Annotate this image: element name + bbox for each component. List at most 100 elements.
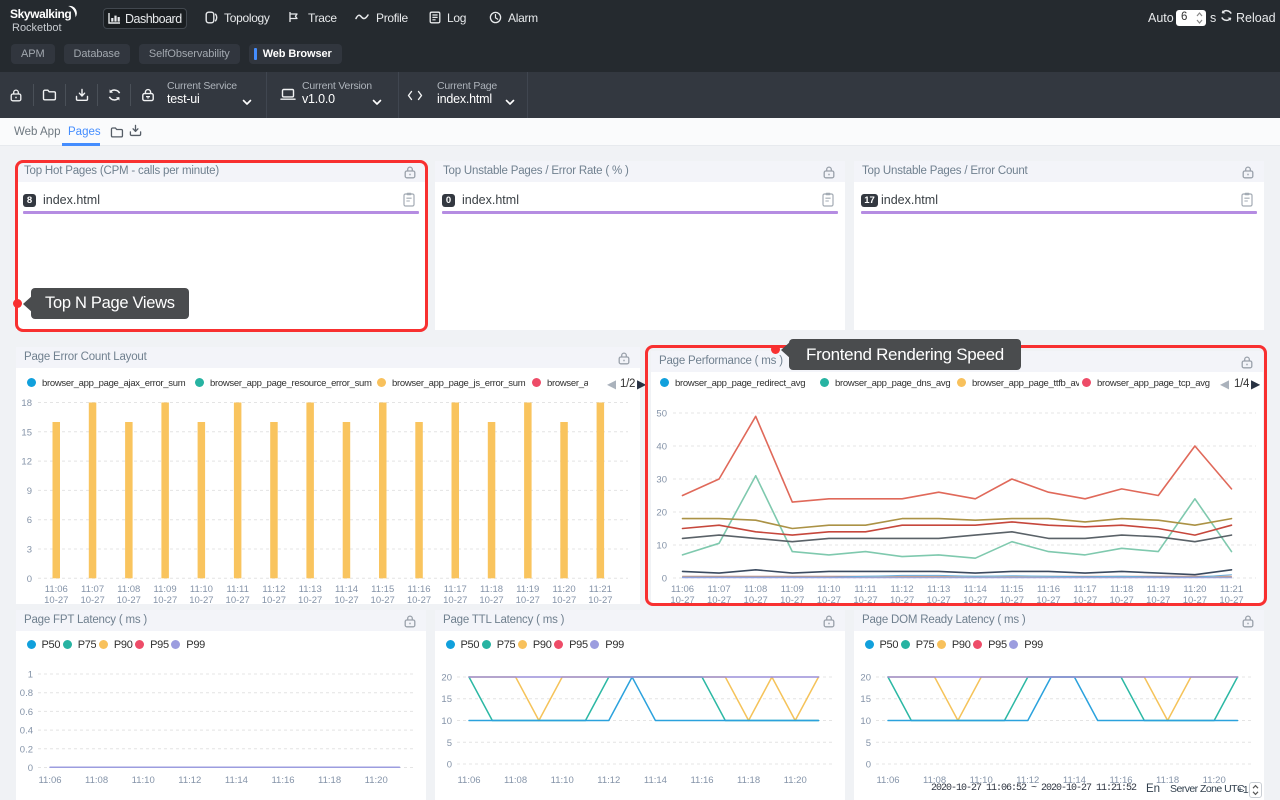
- svg-text:6: 6: [27, 515, 32, 526]
- svg-text:11:08: 11:08: [504, 775, 527, 786]
- svg-text:11:20: 11:20: [1203, 775, 1226, 786]
- svg-text:11:19: 11:19: [516, 584, 539, 595]
- svg-text:10-27: 10-27: [1146, 595, 1170, 604]
- svg-text:11:09: 11:09: [781, 584, 804, 595]
- svg-text:10-27: 10-27: [371, 595, 395, 604]
- svg-text:20: 20: [860, 673, 871, 684]
- svg-text:0.8: 0.8: [20, 688, 33, 699]
- svg-text:11:17: 11:17: [1074, 584, 1097, 595]
- svg-text:10-27: 10-27: [890, 595, 914, 604]
- svg-text:10-27: 10-27: [1110, 595, 1134, 604]
- svg-text:11:06: 11:06: [876, 775, 899, 786]
- svg-text:12: 12: [21, 457, 32, 468]
- svg-text:11:20: 11:20: [1183, 584, 1206, 595]
- svg-text:50: 50: [656, 409, 667, 420]
- svg-text:10: 10: [860, 716, 871, 727]
- svg-text:10-27: 10-27: [670, 595, 694, 604]
- svg-text:10-27: 10-27: [1219, 595, 1243, 604]
- svg-text:11:10: 11:10: [132, 775, 155, 786]
- svg-text:3: 3: [27, 545, 32, 556]
- svg-text:11:16: 11:16: [271, 775, 294, 786]
- svg-text:11:21: 11:21: [589, 584, 612, 595]
- svg-text:11:07: 11:07: [708, 584, 731, 595]
- svg-text:11:18: 11:18: [480, 584, 503, 595]
- svg-text:11:08: 11:08: [923, 775, 946, 786]
- svg-text:11:12: 11:12: [178, 775, 201, 786]
- svg-text:11:14: 11:14: [335, 584, 358, 595]
- svg-text:11:08: 11:08: [117, 584, 140, 595]
- svg-text:11:16: 11:16: [690, 775, 713, 786]
- svg-text:11:18: 11:18: [737, 775, 760, 786]
- svg-text:20: 20: [441, 673, 452, 684]
- svg-text:5: 5: [447, 738, 452, 749]
- svg-text:11:19: 11:19: [1147, 584, 1170, 595]
- svg-text:10-27: 10-27: [153, 595, 177, 604]
- svg-text:15: 15: [21, 427, 32, 438]
- svg-text:10-27: 10-27: [853, 595, 877, 604]
- svg-text:10-27: 10-27: [588, 595, 612, 604]
- svg-text:11:06: 11:06: [671, 584, 694, 595]
- svg-text:11:06: 11:06: [457, 775, 480, 786]
- svg-text:10: 10: [656, 541, 667, 552]
- svg-text:11:06: 11:06: [45, 584, 68, 595]
- svg-text:10-27: 10-27: [1036, 595, 1060, 604]
- svg-text:11:15: 11:15: [371, 584, 394, 595]
- svg-text:11:12: 11:12: [597, 775, 620, 786]
- svg-text:10-27: 10-27: [80, 595, 104, 604]
- svg-text:10-27: 10-27: [1073, 595, 1097, 604]
- svg-text:10-27: 10-27: [407, 595, 431, 604]
- svg-text:11:11: 11:11: [227, 584, 249, 595]
- svg-text:15: 15: [860, 694, 871, 705]
- svg-text:9: 9: [27, 486, 32, 497]
- svg-text:30: 30: [656, 475, 667, 486]
- svg-text:11:20: 11:20: [365, 775, 388, 786]
- svg-text:11:09: 11:09: [154, 584, 177, 595]
- svg-text:0: 0: [866, 760, 871, 771]
- svg-text:10-27: 10-27: [262, 595, 286, 604]
- svg-text:10-27: 10-27: [927, 595, 951, 604]
- svg-text:10-27: 10-27: [1000, 595, 1024, 604]
- svg-text:11:16: 11:16: [1037, 584, 1060, 595]
- svg-text:11:16: 11:16: [407, 584, 430, 595]
- svg-text:0.2: 0.2: [20, 744, 33, 755]
- svg-text:0.6: 0.6: [20, 707, 33, 718]
- svg-text:40: 40: [656, 442, 667, 453]
- svg-text:0: 0: [662, 574, 667, 585]
- svg-text:11:14: 11:14: [964, 584, 987, 595]
- svg-text:11:21: 11:21: [1220, 584, 1243, 595]
- svg-text:11:14: 11:14: [225, 775, 248, 786]
- svg-text:10-27: 10-27: [817, 595, 841, 604]
- svg-text:10-27: 10-27: [707, 595, 731, 604]
- svg-text:10-27: 10-27: [117, 595, 141, 604]
- svg-text:10-27: 10-27: [44, 595, 68, 604]
- svg-text:11:08: 11:08: [744, 584, 767, 595]
- svg-text:11:18: 11:18: [318, 775, 341, 786]
- svg-text:0: 0: [28, 763, 33, 774]
- svg-text:11:17: 11:17: [444, 584, 467, 595]
- svg-text:11:15: 11:15: [1000, 584, 1023, 595]
- svg-text:11:12: 11:12: [1016, 775, 1039, 786]
- svg-text:10: 10: [441, 716, 452, 727]
- svg-text:10-27: 10-27: [334, 595, 358, 604]
- svg-text:11:18: 11:18: [1156, 775, 1179, 786]
- svg-text:11:10: 11:10: [551, 775, 574, 786]
- svg-text:11:06: 11:06: [38, 775, 61, 786]
- svg-text:11:16: 11:16: [1109, 775, 1132, 786]
- svg-text:1: 1: [28, 670, 33, 681]
- svg-text:10-27: 10-27: [552, 595, 576, 604]
- svg-text:10-27: 10-27: [963, 595, 987, 604]
- svg-text:11:13: 11:13: [927, 584, 950, 595]
- svg-text:5: 5: [866, 738, 871, 749]
- svg-text:20: 20: [656, 508, 667, 519]
- svg-text:11:07: 11:07: [81, 584, 104, 595]
- svg-text:11:14: 11:14: [644, 775, 667, 786]
- svg-text:0.4: 0.4: [20, 726, 33, 737]
- svg-text:10-27: 10-27: [1183, 595, 1207, 604]
- svg-text:11:11: 11:11: [854, 584, 876, 595]
- svg-text:11:12: 11:12: [262, 584, 285, 595]
- svg-text:10-27: 10-27: [443, 595, 467, 604]
- svg-text:11:18: 11:18: [1110, 584, 1133, 595]
- svg-text:10-27: 10-27: [744, 595, 768, 604]
- svg-text:15: 15: [441, 694, 452, 705]
- svg-text:11:14: 11:14: [1063, 775, 1086, 786]
